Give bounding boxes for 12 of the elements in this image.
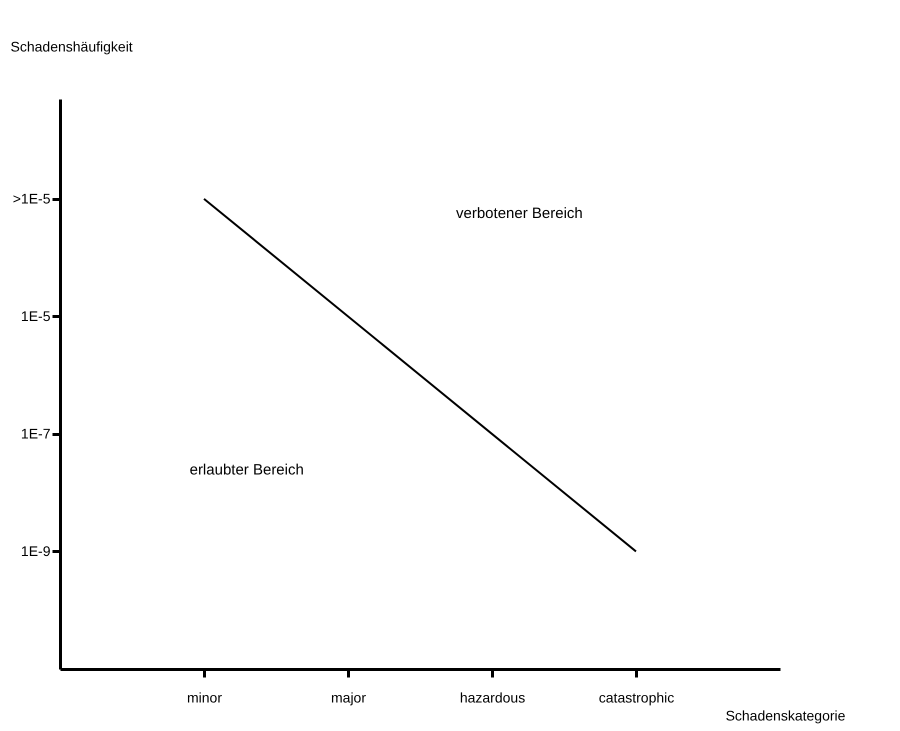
annotation: erlaubter Bereich bbox=[190, 462, 304, 478]
x-tick-label: major bbox=[330, 690, 366, 706]
y-tick-label: 1E-5 bbox=[20, 308, 51, 324]
x-tick-label: minor bbox=[186, 690, 222, 706]
y-tick-label: >1E-5 bbox=[12, 190, 51, 206]
x-axis-title: Schadenskategorie bbox=[726, 708, 846, 724]
y-tick-label: 1E-7 bbox=[20, 425, 51, 442]
annotation: verbotener Bereich bbox=[456, 205, 583, 222]
x-tick-label: catastrophic bbox=[598, 690, 674, 706]
y-tick-label: 1E-9 bbox=[20, 542, 51, 559]
x-tick-label: hazardous bbox=[460, 690, 526, 706]
y-axis-title: Schadenshäufigkeit bbox=[10, 38, 133, 54]
